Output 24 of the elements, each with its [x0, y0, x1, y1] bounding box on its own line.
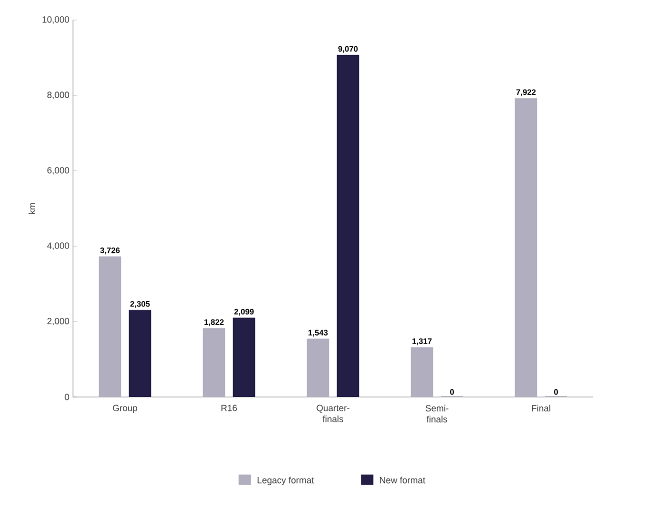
y-tick-label: 8,000	[47, 92, 70, 100]
data-label: 9,070	[338, 46, 358, 53]
data-label: 0	[450, 389, 454, 395]
x-tick-label: Group	[112, 404, 138, 413]
data-label: 0	[554, 389, 558, 395]
data-label: 2,099	[234, 308, 254, 316]
y-tick-label: 4,000	[47, 242, 70, 250]
y-tick-label: 6,000	[47, 167, 70, 175]
x-tick-label: R16	[221, 404, 237, 412]
y-tick-label: 2,000	[47, 318, 70, 326]
y-tick-label: 10,000	[42, 16, 70, 24]
data-label: 7,922	[516, 89, 536, 96]
y-axis-title: km	[28, 203, 36, 214]
data-label: 1,822	[204, 319, 224, 326]
x-tick-label: Quarter-finals	[316, 404, 350, 422]
x-tick-label: Semi-finals	[426, 404, 448, 422]
legend-label: New format	[380, 476, 426, 484]
legend-label: Legacy format	[258, 476, 314, 486]
data-label: 3,726	[100, 248, 120, 254]
y-tick-label: 0	[64, 394, 70, 400]
data-label: 2,305	[130, 301, 150, 308]
data-label: 1,543	[308, 330, 328, 337]
data-label: 1,317	[412, 338, 432, 346]
x-tick-label: Final	[532, 404, 550, 412]
